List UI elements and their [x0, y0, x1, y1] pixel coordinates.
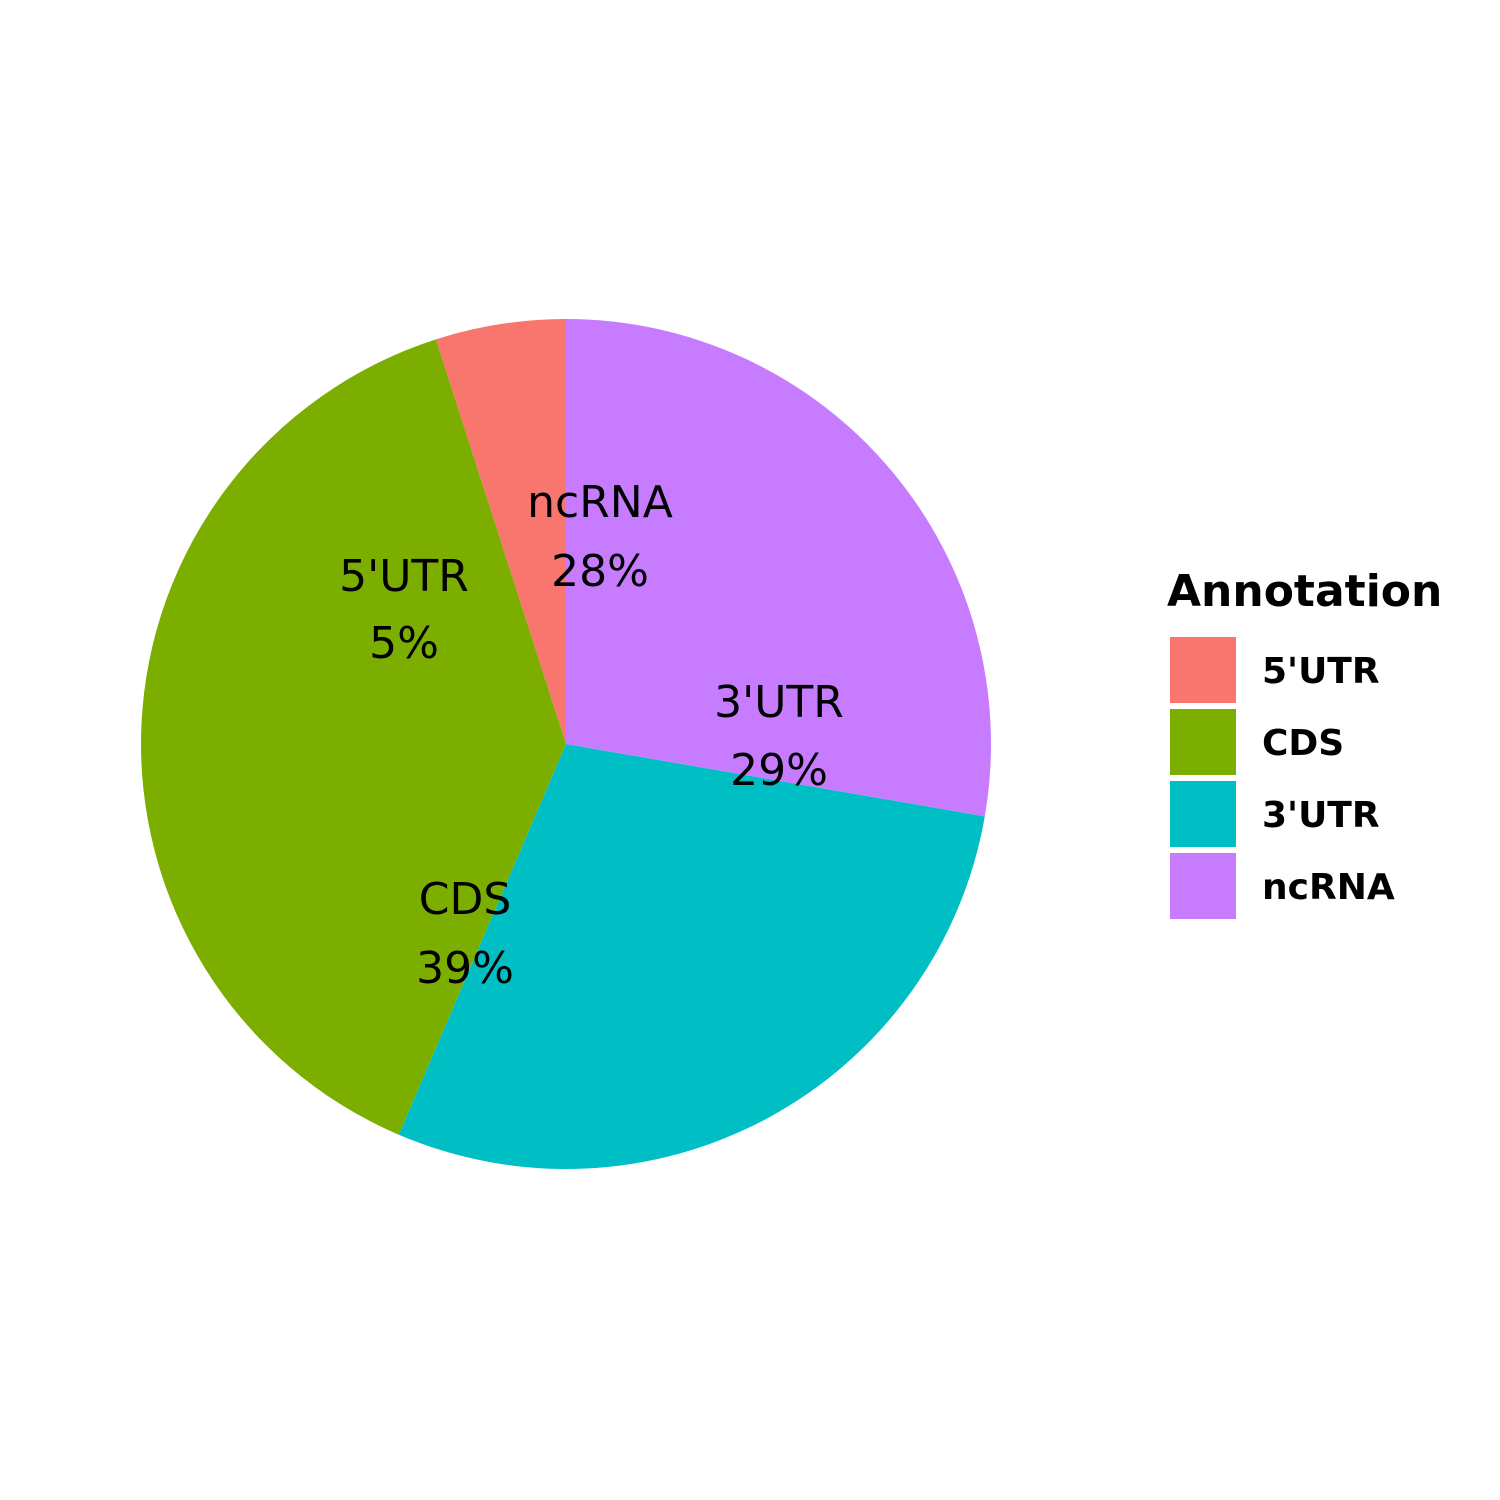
slice-label-name-cds: CDS — [419, 874, 512, 925]
pie-slice-5utr — [435, 319, 566, 744]
pie-slice-ncrna — [566, 319, 991, 817]
pie-slice-3utr — [398, 744, 985, 1169]
legend: Annotation 5'UTR CDS 3'UTR ncRNA — [1167, 566, 1442, 919]
pie-slice-cds — [141, 339, 566, 1135]
legend-label-ncrna: ncRNA — [1262, 867, 1395, 908]
legend-label-cds: CDS — [1262, 723, 1344, 764]
pie-slices — [141, 319, 991, 1169]
legend-swatch-ncrna — [1170, 853, 1236, 919]
slice-label-value-5utr: 5% — [369, 618, 439, 669]
legend-swatch-5utr — [1170, 637, 1236, 703]
legend-label-3utr: 3'UTR — [1262, 795, 1380, 836]
slice-label-value-ncrna: 28% — [551, 546, 649, 597]
slice-label-value-cds: 39% — [416, 943, 514, 994]
slice-label-name-5utr: 5'UTR — [339, 551, 469, 602]
slice-label-name-3utr: 3'UTR — [714, 677, 844, 728]
legend-swatch-cds — [1170, 709, 1236, 775]
slice-label-name-ncrna: ncRNA — [527, 477, 673, 528]
legend-label-5utr: 5'UTR — [1262, 651, 1380, 692]
slice-labels: ncRNA 28% 5'UTR 5% 3'UTR 29% CDS 39% — [339, 477, 844, 994]
legend-title: Annotation — [1167, 566, 1442, 617]
legend-swatch-3utr — [1170, 781, 1236, 847]
slice-label-value-3utr: 29% — [730, 745, 828, 796]
